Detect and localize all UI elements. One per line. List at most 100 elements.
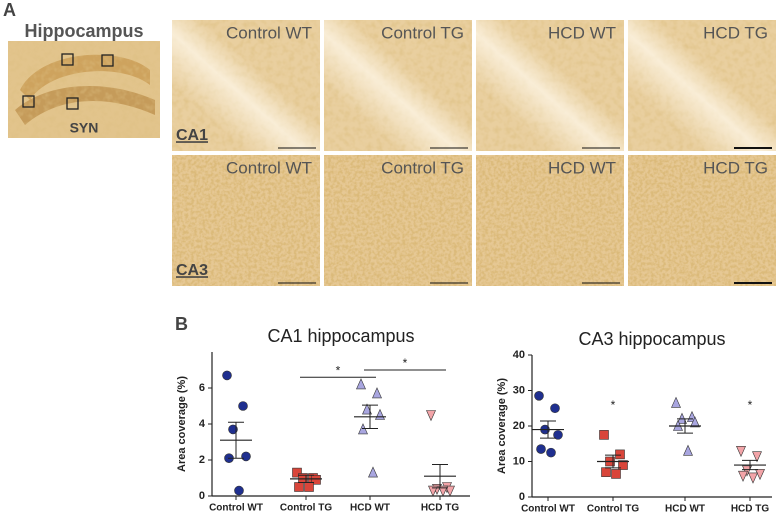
x-tick-label: Control TG — [280, 503, 332, 513]
data-point — [601, 467, 611, 477]
micrograph-texture — [476, 155, 624, 286]
error-bar — [432, 464, 448, 489]
x-tick-label: HCD WT — [350, 503, 390, 513]
y-tick-label: 20 — [513, 420, 525, 432]
stain-label: SYN — [70, 120, 99, 136]
column-label: Control WT — [226, 158, 312, 177]
data-point — [738, 470, 748, 482]
data-point — [356, 378, 366, 390]
data-point — [362, 403, 372, 415]
data-point — [755, 469, 765, 481]
overview-image — [8, 41, 160, 138]
column-label: Control TG — [381, 23, 464, 42]
micrograph — [476, 155, 624, 286]
micrograph — [628, 155, 776, 286]
data-point — [736, 446, 746, 458]
data-point — [748, 472, 758, 484]
data-point — [438, 485, 448, 497]
data-point — [241, 451, 251, 462]
micrograph-texture — [172, 155, 320, 286]
data-point — [234, 485, 244, 496]
x-tick-label: Control WT — [521, 504, 575, 513]
data-point — [375, 408, 385, 420]
data-point — [228, 424, 238, 435]
data-point — [445, 485, 455, 497]
row-label: CA1 — [176, 127, 208, 144]
column-label: Control WT — [226, 23, 312, 42]
micrograph — [172, 155, 320, 286]
micrograph-band — [324, 20, 472, 151]
y-tick-label: 0 — [199, 490, 205, 502]
column-label: HCD TG — [703, 158, 768, 177]
overview-title: Hippocampus — [24, 21, 143, 41]
data-point — [683, 444, 693, 456]
column-label: HCD TG — [703, 23, 768, 42]
column-label: Control TG — [381, 158, 464, 177]
micrograph — [324, 20, 472, 151]
micrograph-texture — [324, 155, 472, 286]
data-point — [428, 485, 438, 497]
micrograph — [172, 20, 320, 151]
data-point — [292, 467, 302, 478]
chart-title: CA1 hippocampus — [267, 326, 414, 346]
data-point — [311, 474, 321, 485]
x-tick-label: HCD TG — [421, 503, 460, 513]
data-point — [372, 387, 382, 399]
data-point — [742, 465, 752, 477]
data-point — [553, 430, 563, 440]
data-point — [550, 403, 560, 414]
data-point — [690, 416, 700, 428]
data-point — [611, 469, 621, 479]
row-label: CA3 — [176, 262, 208, 279]
y-tick-label: 2 — [199, 454, 205, 466]
error-bar — [742, 459, 758, 471]
x-tick-label: Control WT — [209, 503, 263, 513]
data-point — [752, 451, 762, 463]
data-point — [222, 370, 232, 381]
column-label: HCD WT — [548, 158, 616, 177]
error-bar — [228, 421, 244, 459]
micrograph — [628, 20, 776, 151]
panel-label: A — [3, 0, 16, 20]
significance-label: * — [611, 398, 616, 412]
error-bar — [605, 454, 621, 469]
y-tick-label: 4 — [199, 418, 206, 430]
micrograph — [476, 20, 624, 151]
micrograph-band — [628, 20, 776, 151]
micrograph — [324, 155, 472, 286]
micrograph-texture — [628, 155, 776, 286]
column-label: HCD WT — [548, 23, 616, 42]
significance-label: * — [748, 398, 753, 412]
data-point — [671, 396, 681, 408]
y-axis-label: Area coverage (%) — [176, 376, 188, 472]
significance-label: * — [403, 356, 408, 370]
data-point — [426, 410, 436, 422]
error-bar — [540, 420, 556, 439]
data-point — [534, 391, 544, 401]
error-bar — [362, 404, 378, 429]
micrograph-band — [172, 20, 320, 151]
error-bar — [298, 474, 314, 483]
y-tick-label: 10 — [513, 455, 525, 467]
y-axis-label: Area coverage (%) — [496, 378, 508, 474]
data-point — [238, 401, 248, 411]
data-point — [615, 449, 625, 460]
data-point — [294, 482, 304, 492]
error-bar — [677, 418, 693, 434]
significance-label: * — [336, 363, 341, 377]
panel-label: B — [175, 314, 188, 334]
data-point — [599, 430, 609, 440]
x-tick-label: HCD WT — [665, 504, 705, 513]
x-tick-label: HCD TG — [731, 504, 770, 513]
y-tick-label: 30 — [513, 384, 525, 396]
data-point — [368, 466, 378, 478]
y-tick-label: 0 — [519, 491, 525, 503]
chart-title: CA3 hippocampus — [578, 329, 725, 349]
y-tick-label: 6 — [199, 382, 205, 394]
data-point — [304, 482, 314, 492]
y-tick-label: 40 — [513, 349, 525, 361]
data-point — [536, 444, 546, 454]
data-point — [546, 447, 556, 458]
micrograph-band — [476, 20, 624, 151]
